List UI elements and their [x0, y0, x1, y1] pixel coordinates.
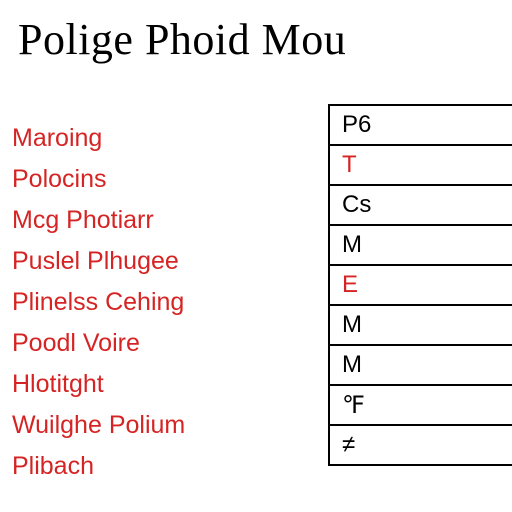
table-cell: M [329, 345, 512, 385]
list-item: Poodl Voire [12, 323, 272, 364]
category-list: Maroing Polocins Mcg Photiarr Puslel Plh… [12, 118, 272, 487]
list-item: Polocins [12, 159, 272, 200]
list-item: Puslel Plhugee [12, 241, 272, 282]
list-item: Wuilghe Polium [12, 405, 272, 446]
table-cell: P6 [329, 105, 512, 145]
table-cell: T [329, 145, 512, 185]
list-item: Plinelss Cehing [12, 282, 272, 323]
code-table: P6 T Cs M E M M ℉ ≠ [328, 104, 512, 466]
list-item: Mcg Photiarr [12, 200, 272, 241]
list-item: Hlotitght [12, 364, 272, 405]
table-cell: M [329, 225, 512, 265]
list-item: Plibach [12, 446, 272, 487]
table-cell: ℉ [329, 385, 512, 425]
table-cell: M [329, 305, 512, 345]
table-cell: E [329, 265, 512, 305]
page-title: Polige Phoid Mou [18, 14, 512, 65]
list-item: Maroing [12, 118, 272, 159]
table-cell: ≠ [329, 425, 512, 465]
table-cell: Cs [329, 185, 512, 225]
